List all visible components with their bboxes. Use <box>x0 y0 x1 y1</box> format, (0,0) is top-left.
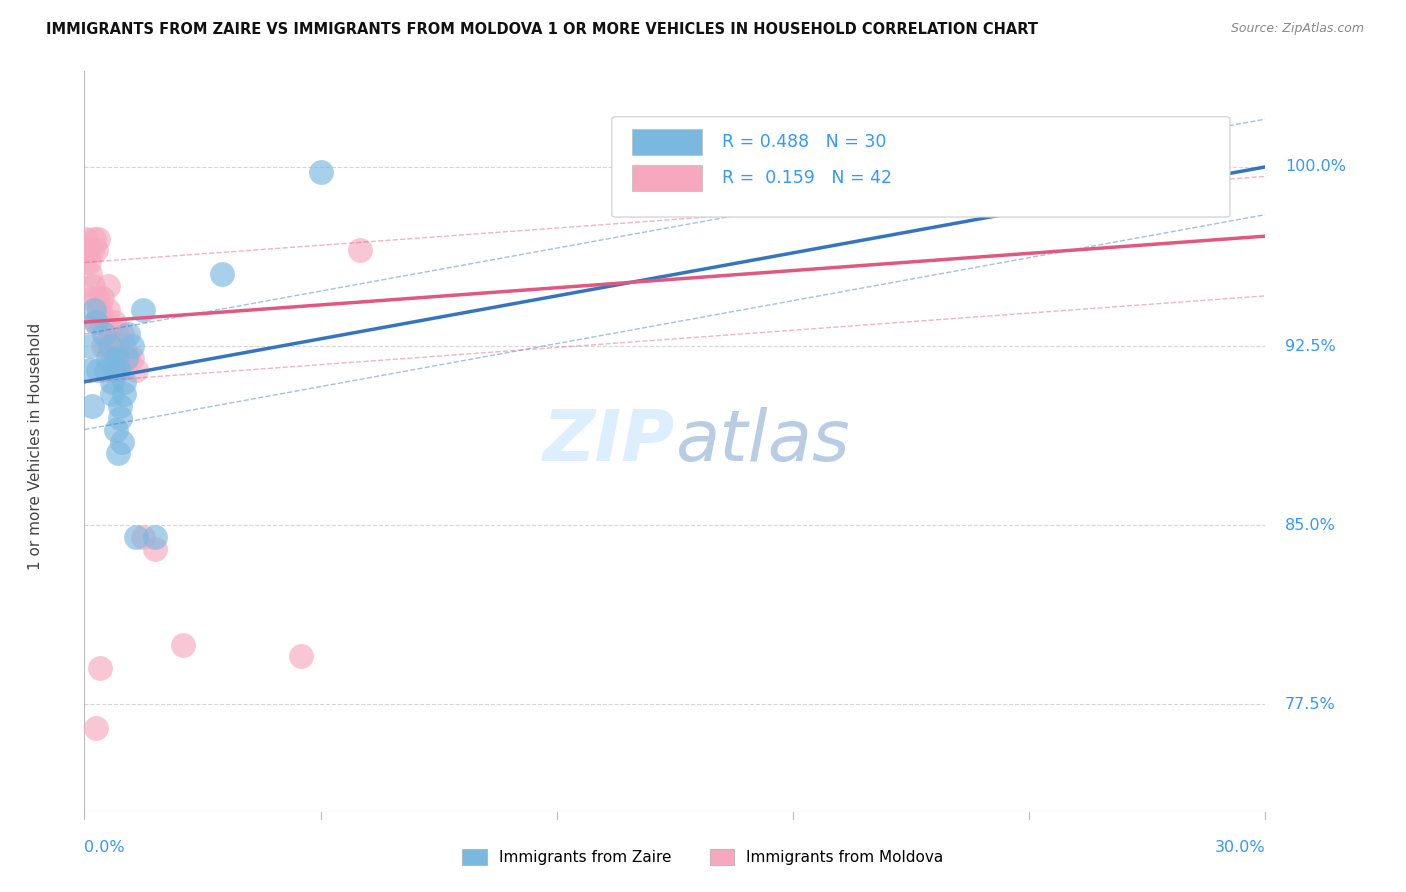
Point <box>101 386 124 401</box>
Point <box>107 351 129 365</box>
Point <box>98 339 121 353</box>
Point <box>77 255 100 269</box>
Point <box>112 375 135 389</box>
Point <box>121 351 143 365</box>
Point <box>132 530 155 544</box>
Point <box>82 279 104 293</box>
Point <box>112 386 135 401</box>
Point <box>97 351 120 365</box>
Text: 100.0%: 100.0% <box>1285 160 1346 175</box>
FancyBboxPatch shape <box>631 164 703 191</box>
Point <box>107 363 129 377</box>
Point <box>84 315 107 329</box>
Point <box>98 327 121 342</box>
Point <box>211 268 233 282</box>
Point <box>84 315 107 329</box>
Point <box>290 649 312 664</box>
Point <box>93 327 115 342</box>
Point <box>108 410 131 425</box>
Point <box>107 446 129 460</box>
Point <box>124 363 146 377</box>
Text: 0.0%: 0.0% <box>84 840 125 855</box>
Point <box>132 303 155 318</box>
Point <box>112 339 135 353</box>
Point <box>82 399 104 413</box>
Point <box>87 231 110 245</box>
Point <box>104 327 127 342</box>
FancyBboxPatch shape <box>631 128 703 155</box>
Text: IMMIGRANTS FROM ZAIRE VS IMMIGRANTS FROM MOLDOVA 1 OR MORE VEHICLES IN HOUSEHOLD: IMMIGRANTS FROM ZAIRE VS IMMIGRANTS FROM… <box>46 22 1039 37</box>
Point <box>89 303 111 318</box>
Point <box>80 291 103 305</box>
Point <box>90 315 112 329</box>
Point <box>103 363 125 377</box>
Point <box>172 638 194 652</box>
Point <box>91 339 114 353</box>
Point <box>79 339 101 353</box>
Point <box>86 291 108 305</box>
Text: atlas: atlas <box>675 407 849 476</box>
Point <box>117 327 139 342</box>
Point <box>89 303 111 318</box>
Point <box>75 231 97 245</box>
Point <box>111 327 134 342</box>
FancyBboxPatch shape <box>612 117 1230 217</box>
Point <box>93 315 115 329</box>
Text: R = 0.488   N = 30: R = 0.488 N = 30 <box>723 133 887 151</box>
Text: 92.5%: 92.5% <box>1285 338 1336 353</box>
Point <box>104 351 127 365</box>
Point <box>108 399 131 413</box>
Text: ZIP: ZIP <box>543 407 675 476</box>
Point <box>83 231 105 245</box>
Point <box>143 541 166 556</box>
Point <box>94 339 117 353</box>
Point <box>114 351 136 365</box>
Text: 85.0%: 85.0% <box>1285 517 1336 533</box>
Point <box>101 375 124 389</box>
Point <box>79 268 101 282</box>
Text: 77.5%: 77.5% <box>1285 697 1336 712</box>
Point <box>959 148 981 162</box>
Point <box>77 244 100 258</box>
Point <box>108 363 131 377</box>
Text: 1 or more Vehicles in Household: 1 or more Vehicles in Household <box>28 322 42 570</box>
Point <box>83 303 105 318</box>
Point <box>111 434 134 449</box>
Text: 30.0%: 30.0% <box>1215 840 1265 855</box>
Point <box>97 303 120 318</box>
Point <box>84 721 107 735</box>
Point <box>103 315 125 329</box>
Point <box>143 530 166 544</box>
Point <box>97 279 120 293</box>
Legend: Immigrants from Zaire, Immigrants from Moldova: Immigrants from Zaire, Immigrants from M… <box>457 843 949 871</box>
Point <box>117 351 139 365</box>
Point <box>84 244 107 258</box>
Point <box>82 244 104 258</box>
Point <box>121 339 143 353</box>
Point <box>76 244 98 258</box>
Text: R =  0.159   N = 42: R = 0.159 N = 42 <box>723 169 893 186</box>
Point <box>89 661 111 675</box>
Point <box>124 530 146 544</box>
Point <box>87 363 110 377</box>
Point <box>94 363 117 377</box>
Point <box>101 339 124 353</box>
Point <box>309 164 332 178</box>
Text: Source: ZipAtlas.com: Source: ZipAtlas.com <box>1230 22 1364 36</box>
Point <box>79 363 101 377</box>
Point <box>91 291 114 305</box>
Point <box>349 244 371 258</box>
Point <box>104 423 127 437</box>
